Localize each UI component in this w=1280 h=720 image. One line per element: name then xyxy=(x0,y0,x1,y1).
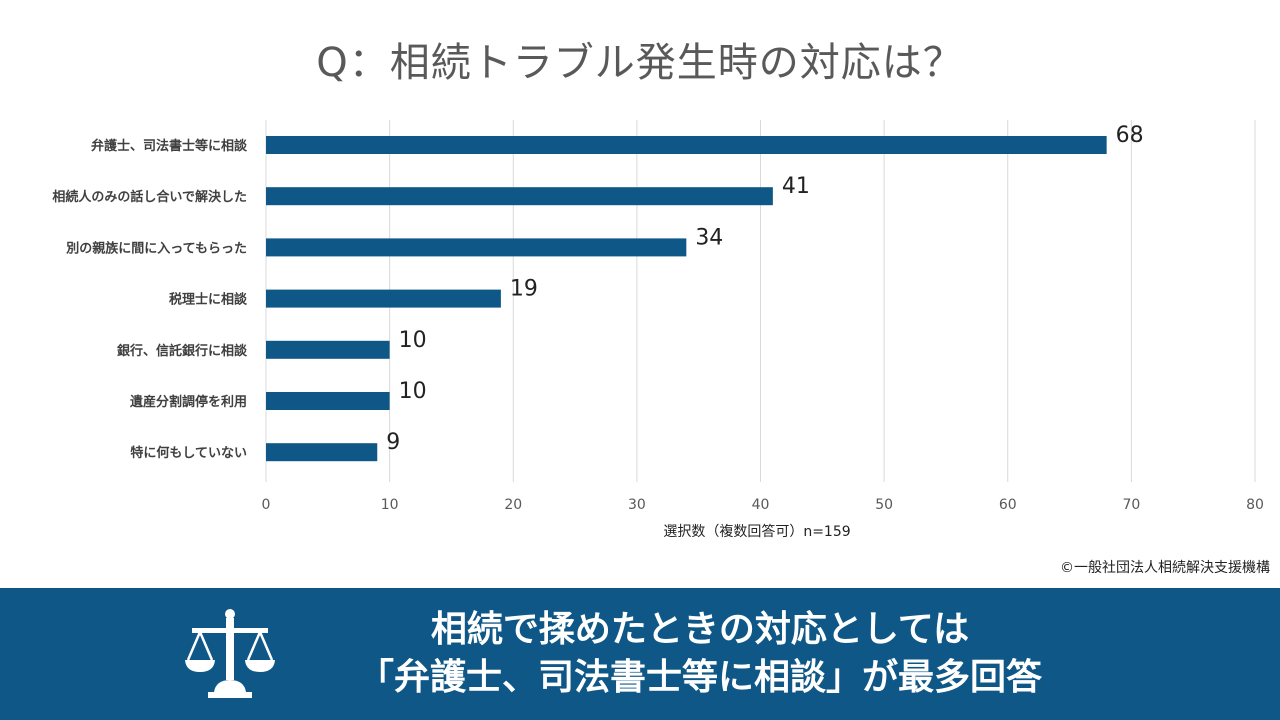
scales-icon xyxy=(185,609,275,698)
bar xyxy=(266,392,390,410)
summary-banner: 相続で揉めたときの対応としては 「弁護士、司法書士等に相談」が最多回答 xyxy=(0,588,1280,720)
x-tick-label: 30 xyxy=(628,497,646,513)
category-label: 遺産分割調停を利用 xyxy=(129,394,247,410)
bar xyxy=(266,340,390,359)
x-tick-label: 80 xyxy=(1246,497,1264,513)
x-axis-label: 選択数（複数回答可）n=159 xyxy=(663,523,850,540)
bar xyxy=(266,289,501,308)
category-label: 銀行、信託銀行に相談 xyxy=(117,343,248,359)
bar xyxy=(266,187,773,206)
category-label: 特に何もしていない xyxy=(130,445,247,461)
bar xyxy=(266,238,687,257)
data-label: 41 xyxy=(782,174,810,199)
bar xyxy=(266,443,378,462)
category-labels: 弁護士、司法書士等に相談相続人のみの話し合いで解決した別の親族に間に入ってもらっ… xyxy=(52,138,248,461)
bars xyxy=(266,136,1107,462)
data-label: 34 xyxy=(695,225,723,250)
x-tick-label: 60 xyxy=(999,497,1017,513)
chart-title: Q：相続トラブル発生時の対応は？ xyxy=(316,40,964,86)
bar xyxy=(266,136,1107,154)
x-tick-label: 70 xyxy=(1122,497,1140,513)
data-label: 10 xyxy=(399,379,427,404)
data-label: 19 xyxy=(510,277,538,302)
x-tick-label: 50 xyxy=(875,497,893,513)
data-label: 10 xyxy=(399,328,427,353)
category-label: 税理士に相談 xyxy=(169,292,248,308)
category-label: 相続人のみの話し合いで解決した xyxy=(52,189,247,205)
data-label: 9 xyxy=(386,430,400,455)
x-tick-labels: 0 10 20 30 40 50 60 70 80 xyxy=(262,497,1264,513)
x-tick-label: 0 xyxy=(262,497,271,513)
value-labels: 68 41 34 19 10 10 9 xyxy=(386,123,1143,455)
category-label: 別の親族に間に入ってもらった xyxy=(65,240,247,256)
source-credit: ©一般社団法人相続解決支援機構 xyxy=(1060,560,1270,576)
x-tick-label: 20 xyxy=(504,497,522,513)
x-tick-label: 40 xyxy=(752,497,770,513)
x-tick-label: 10 xyxy=(381,497,399,513)
banner-line-1: 相続で揉めたときの対応としては xyxy=(430,609,970,650)
data-label: 68 xyxy=(1116,123,1144,148)
banner-line-2: 「弁護士、司法書士等に相談」が最多回答 xyxy=(357,657,1042,698)
category-label: 弁護士、司法書士等に相談 xyxy=(91,138,248,154)
bar-chart: 弁護士、司法書士等に相談相続人のみの話し合いで解決した別の親族に間に入ってもらっ… xyxy=(52,120,1264,540)
